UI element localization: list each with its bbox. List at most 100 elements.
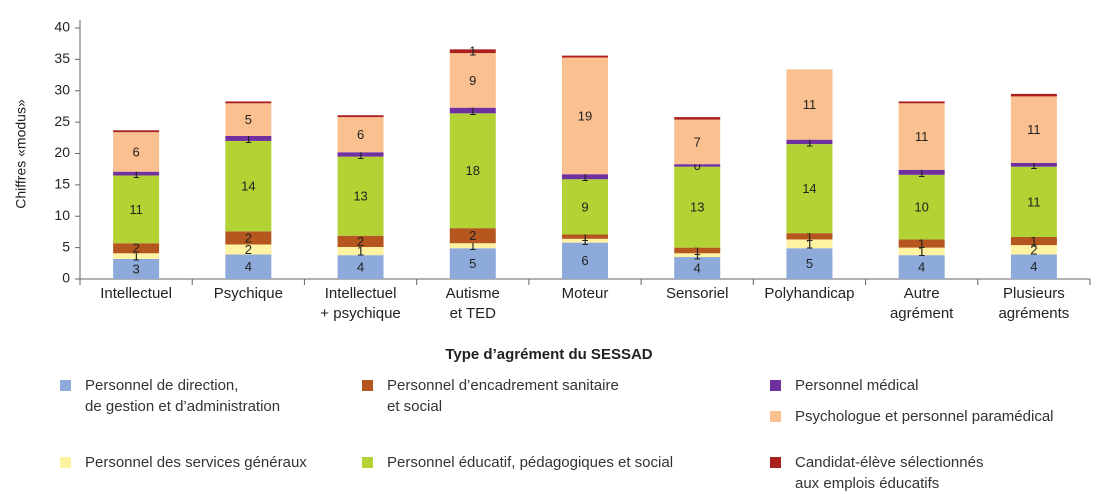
bar-segment	[449, 49, 496, 54]
data-label: 5	[245, 112, 252, 127]
data-label: 2	[132, 241, 139, 256]
y-tick-label: 5	[62, 238, 70, 254]
data-label: 3	[132, 261, 139, 276]
data-label: 1	[132, 166, 139, 181]
data-label: 18	[466, 163, 480, 178]
y-tick-label: 30	[54, 81, 70, 97]
bar-segment	[674, 257, 721, 279]
bar-segment	[113, 175, 160, 244]
bar-segment	[225, 101, 272, 104]
bar-segment	[1010, 236, 1057, 246]
y-axis-label: Chiffres «modus»	[13, 99, 29, 209]
data-label: 1	[581, 233, 588, 248]
data-label: 5	[469, 256, 476, 271]
data-label: 1	[918, 165, 925, 180]
legend-label: Personnel éducatif, pédagogiques et soci…	[387, 454, 674, 471]
bar-segment	[449, 107, 496, 114]
bar-segment	[225, 103, 272, 136]
legend-label: Personnel des services généraux	[85, 454, 307, 471]
bar-segment	[786, 233, 833, 240]
bar-segment	[786, 139, 833, 145]
data-label: 4	[245, 259, 252, 274]
bar-segment	[113, 253, 160, 259]
x-tick-label: Plusieurs agréments	[998, 285, 1070, 322]
data-label: 11	[915, 129, 929, 144]
bar-segment	[449, 228, 496, 244]
data-label: 2	[245, 242, 252, 257]
bar-segment	[898, 255, 945, 279]
data-label: 13	[690, 200, 704, 215]
bar-segment	[898, 247, 945, 256]
x-tick-label: Moteur	[561, 285, 609, 302]
data-label: 2	[245, 230, 252, 245]
bar-segment	[898, 101, 945, 104]
bar-segment	[786, 248, 833, 279]
bar-segment	[898, 174, 945, 240]
y-tick-label: 10	[54, 207, 70, 223]
data-label: 1	[806, 229, 813, 244]
data-label: 1	[1030, 157, 1037, 172]
bar-segment	[113, 258, 160, 279]
bar-segment	[449, 243, 496, 249]
data-label: 1	[357, 147, 364, 162]
data-label: 11	[1027, 122, 1041, 137]
y-tick-label: 20	[54, 144, 70, 160]
legend-label: Personnel d’encadrement sanitaire et soc…	[387, 377, 619, 415]
bar-segment	[225, 254, 272, 279]
x-tick-label: Intellectuel + psychique	[320, 285, 401, 322]
bar-segment	[337, 235, 384, 247]
legend-swatch	[770, 457, 781, 468]
data-label: 4	[694, 260, 701, 275]
data-label: 6	[132, 144, 139, 159]
y-tick-label: 0	[62, 270, 70, 286]
data-label: 2	[357, 234, 364, 249]
bar-segment	[225, 135, 272, 141]
data-label: 1	[694, 243, 701, 258]
bar-segment	[674, 164, 721, 167]
bar-segment	[898, 103, 945, 170]
x-tick-label: Psychique	[213, 285, 283, 302]
data-label: 4	[918, 260, 925, 275]
x-tick-label: Autisme et TED	[445, 285, 500, 322]
legend-label: Psychologue et personnel paramédical	[795, 408, 1054, 425]
bar-segment	[674, 166, 721, 248]
data-label: 9	[581, 199, 588, 214]
legend-swatch	[362, 380, 373, 391]
legend-swatch	[60, 380, 71, 391]
x-tick-label: Autre agrément	[889, 285, 954, 322]
legend-label: Personnel de direction, de gestion et d’…	[85, 377, 281, 415]
bar-segment	[1010, 162, 1057, 167]
data-label: 4	[1030, 259, 1037, 274]
bar-segment	[449, 53, 496, 108]
data-label: 11	[1027, 194, 1041, 209]
y-tick-label: 35	[54, 50, 70, 66]
data-label: 1	[132, 249, 139, 264]
bar-segment	[337, 117, 384, 153]
data-label: 7	[694, 134, 701, 149]
bar-segment	[1010, 245, 1057, 255]
data-label: 1	[469, 238, 476, 253]
bar-segment	[562, 179, 608, 235]
data-label: 1	[581, 169, 588, 184]
y-tick-label: 25	[54, 113, 70, 129]
data-label: 1	[469, 44, 476, 59]
data-label: 4	[357, 260, 364, 275]
data-label: 9	[469, 73, 476, 88]
x-axis-label: Type d’agrément du SESSAD	[445, 346, 652, 363]
data-label: 6	[357, 127, 364, 142]
bar-segment	[562, 234, 608, 239]
bar-segment	[449, 248, 496, 279]
bar-segment	[1010, 93, 1057, 97]
bar-segment	[1010, 166, 1057, 237]
bar-segment	[449, 113, 496, 229]
legend-swatch	[770, 411, 781, 422]
bar-segment	[337, 246, 384, 256]
data-label: 6	[581, 253, 588, 268]
bar-segment	[786, 144, 833, 234]
bar-segment	[674, 247, 721, 254]
bar-segment	[113, 132, 160, 172]
data-label: 1	[357, 244, 364, 259]
data-label: 1	[1030, 233, 1037, 248]
